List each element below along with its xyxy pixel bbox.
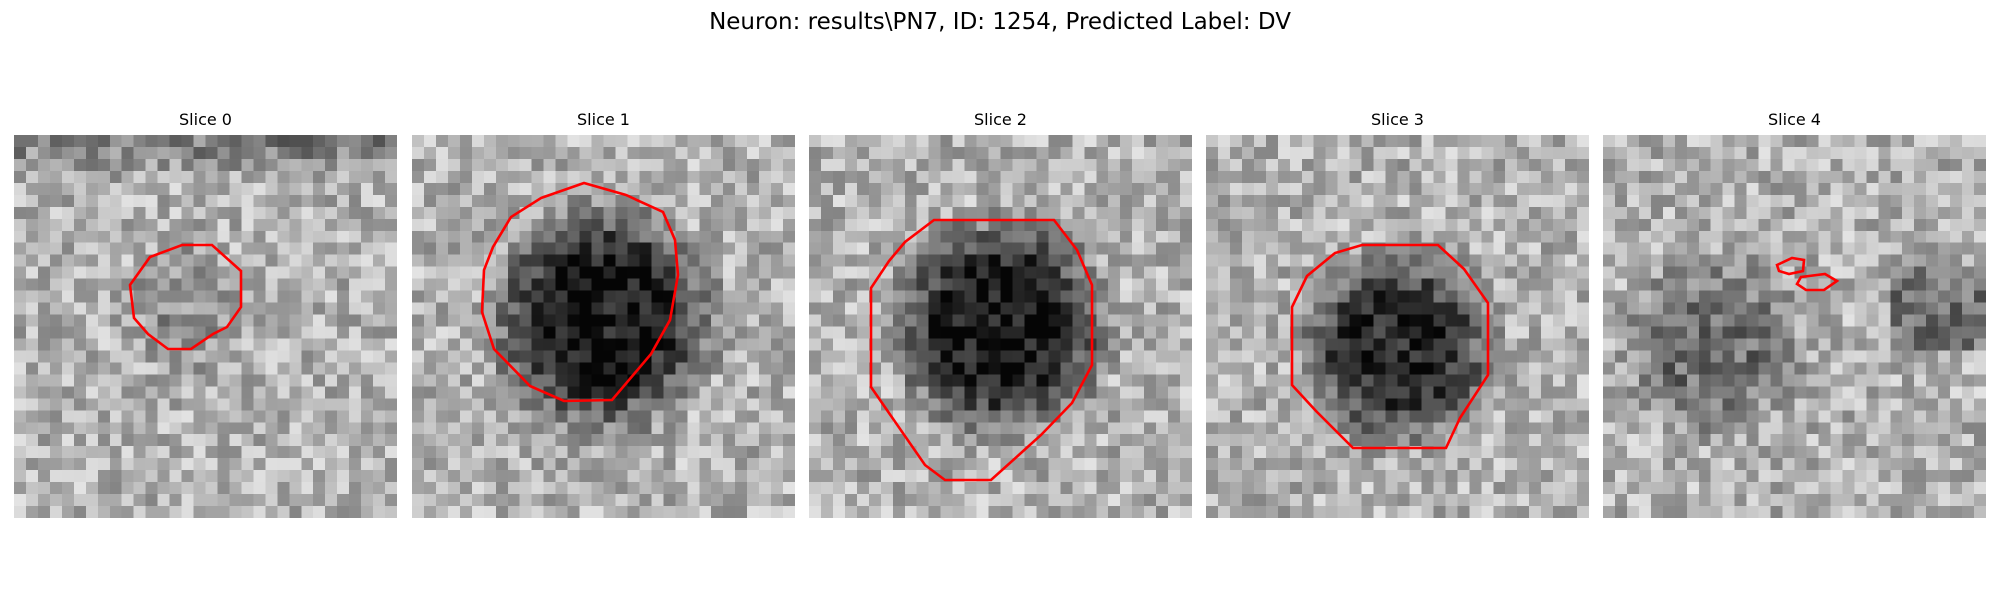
small-contour-4b [1795,272,1840,292]
figure-title: Neuron: results\PN7, ID: 1254, Predicted… [709,9,1291,35]
slice-title-4: Slice 4 [1768,110,1821,129]
small-contour-4a [1775,256,1806,276]
pixel-grid-0 [14,135,397,518]
neuron-contour-2 [869,218,1094,482]
slice-title-3: Slice 3 [1371,110,1424,129]
neuron-contour-3 [1290,243,1490,450]
neuron-contour-0 [128,243,243,351]
slice-title-2: Slice 2 [974,110,1027,129]
slice-title-0: Slice 0 [179,110,232,129]
slice-image-1 [412,135,795,518]
slice-image-2 [809,135,1192,518]
pixel-grid-4 [1603,135,1986,518]
pixel-grid-2 [809,135,1192,518]
slice-image-0 [14,135,397,518]
pixel-grid-1 [412,135,795,518]
slice-title-1: Slice 1 [577,110,630,129]
slice-image-4 [1603,135,1986,518]
pixel-grid-3 [1206,135,1589,518]
slice-image-3 [1206,135,1589,518]
neuron-contour-1 [480,181,680,403]
